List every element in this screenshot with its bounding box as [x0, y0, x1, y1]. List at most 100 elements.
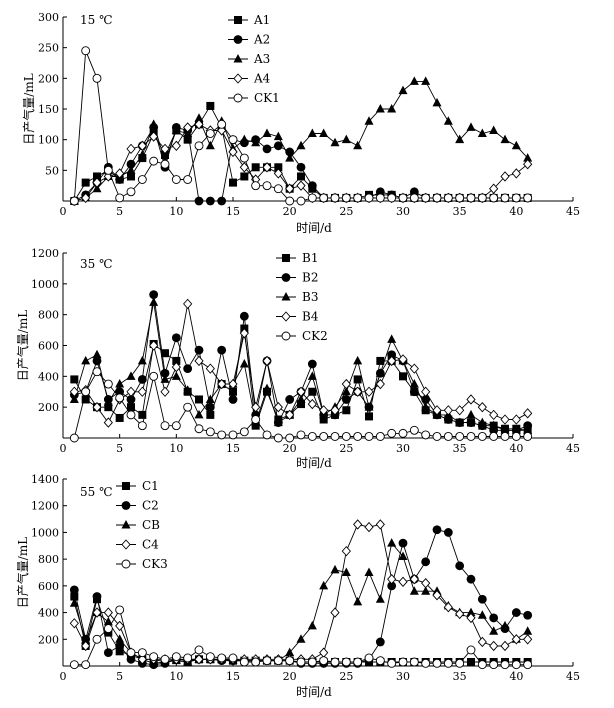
data-point-B2-marker — [115, 387, 125, 397]
data-point-C4-marker — [489, 640, 499, 652]
y-tick-label: 150 — [38, 103, 59, 116]
data-point-B4-marker — [398, 354, 408, 365]
data-point-C4-marker — [364, 521, 374, 533]
data-point-B2-marker — [409, 387, 419, 397]
y-tick-label: 300 — [38, 11, 59, 24]
data-point-A2-marker — [262, 144, 272, 154]
data-point-B3-marker — [421, 402, 431, 411]
data-point-CB-marker — [477, 610, 487, 619]
data-point-B4-marker — [296, 386, 306, 397]
data-point-A3-marker — [364, 116, 374, 125]
x-tick-label: 0 — [60, 670, 67, 683]
data-point-CK1-marker — [319, 193, 329, 203]
data-point-CK3-marker — [489, 660, 499, 670]
data-point-B1-marker — [172, 356, 181, 365]
data-point-C4-marker — [511, 634, 521, 645]
data-point-B1-marker — [308, 387, 317, 396]
data-point-C4-marker — [443, 602, 453, 613]
data-point-B1-marker — [353, 375, 362, 384]
data-point-CK3-marker — [432, 658, 442, 668]
legend-marker-marker — [121, 501, 131, 510]
data-point-CK2-marker — [421, 430, 431, 440]
data-point-CK2-marker — [69, 433, 79, 443]
data-point-CK3-marker — [387, 658, 397, 668]
panel-title: 55 ℃ — [80, 485, 113, 499]
legend-label: A2 — [253, 33, 270, 47]
x-tick-label: 35 — [453, 205, 467, 218]
legend-label: CK2 — [302, 329, 328, 343]
data-point-B3-marker — [69, 394, 79, 403]
legend-label: CK3 — [142, 557, 168, 571]
y-tick-label: 50 — [45, 164, 59, 177]
data-point-CK2-marker — [149, 371, 159, 381]
x-tick-label: 35 — [453, 670, 467, 683]
data-point-CB-marker — [489, 626, 499, 635]
data-point-CK3-marker — [421, 658, 431, 668]
data-point-C4-marker — [194, 654, 204, 665]
data-point-B4-marker — [273, 401, 283, 413]
legend-label: C2 — [142, 499, 159, 513]
series-CK3 — [69, 605, 533, 670]
data-point-CK1-marker — [443, 193, 453, 203]
data-point-A4-marker — [296, 180, 306, 191]
data-point-CK2-marker — [228, 430, 238, 440]
data-point-B4-marker — [262, 355, 272, 367]
data-point-CK1-marker — [398, 193, 408, 203]
data-point-CK1-marker — [364, 193, 374, 203]
data-point-B3-marker — [194, 409, 204, 419]
data-point-B4-marker — [171, 361, 181, 373]
data-point-CK1-marker — [137, 175, 147, 184]
data-point-B4-marker — [183, 298, 193, 310]
data-point-A3-marker — [375, 104, 385, 113]
data-point-CK1-marker — [171, 175, 181, 184]
legend-label: B4 — [302, 310, 319, 324]
data-point-A4-marker — [81, 192, 91, 204]
data-point-A1-marker — [127, 172, 135, 181]
data-point-C2-marker — [466, 574, 476, 584]
data-point-CK3-marker — [296, 657, 306, 667]
data-point-B4-marker — [523, 408, 533, 419]
data-point-B3-marker — [137, 355, 147, 365]
data-point-B4-marker — [251, 401, 261, 413]
x-axis-label: 时间/d — [296, 456, 332, 470]
data-point-CK1-marker — [511, 193, 521, 203]
data-point-C1-marker — [115, 647, 124, 656]
data-point-A4-marker — [137, 140, 147, 151]
data-point-CK1-marker — [103, 165, 113, 175]
data-point-C2-marker — [455, 561, 465, 571]
data-point-B2-marker — [160, 368, 170, 378]
data-point-B4-marker — [307, 398, 317, 410]
data-point-B4-marker — [443, 405, 453, 416]
data-point-CK3-marker — [443, 658, 453, 668]
data-point-C4-marker — [92, 607, 102, 618]
data-point-C4-marker — [115, 620, 125, 632]
data-point-A4-marker — [194, 119, 204, 130]
data-point-CK2-marker — [375, 432, 385, 441]
legend-item-A1: A1 — [228, 13, 270, 27]
x-tick-label: 40 — [509, 442, 523, 455]
x-tick-label: 30 — [396, 205, 410, 218]
data-point-B1-marker — [195, 395, 203, 404]
data-point-A3-marker — [171, 125, 181, 134]
legend-label: A1 — [253, 13, 270, 27]
data-point-CK1-marker — [126, 187, 136, 197]
data-point-B4-marker — [387, 355, 397, 367]
data-point-B3-marker — [489, 420, 499, 430]
data-point-A3-marker — [319, 128, 329, 138]
x-tick-label: 10 — [169, 670, 183, 683]
data-point-CK3-marker — [228, 653, 238, 663]
data-point-B3-marker — [500, 425, 510, 434]
data-point-B4-marker — [319, 405, 329, 416]
data-point-CK3-marker — [81, 660, 91, 670]
data-point-A2-marker — [296, 162, 306, 172]
y-tick-label: 250 — [38, 42, 59, 55]
y-tick-label: 200 — [38, 633, 59, 646]
data-point-B2-marker — [228, 395, 238, 404]
data-point-A3-marker — [466, 122, 476, 131]
data-point-B4-marker — [239, 327, 249, 339]
data-point-B1-marker — [342, 406, 351, 415]
data-point-CK3-marker — [171, 652, 181, 662]
data-point-CK2-marker — [239, 427, 249, 437]
data-point-C4-marker — [103, 607, 113, 618]
data-point-CK2-marker — [500, 432, 510, 441]
